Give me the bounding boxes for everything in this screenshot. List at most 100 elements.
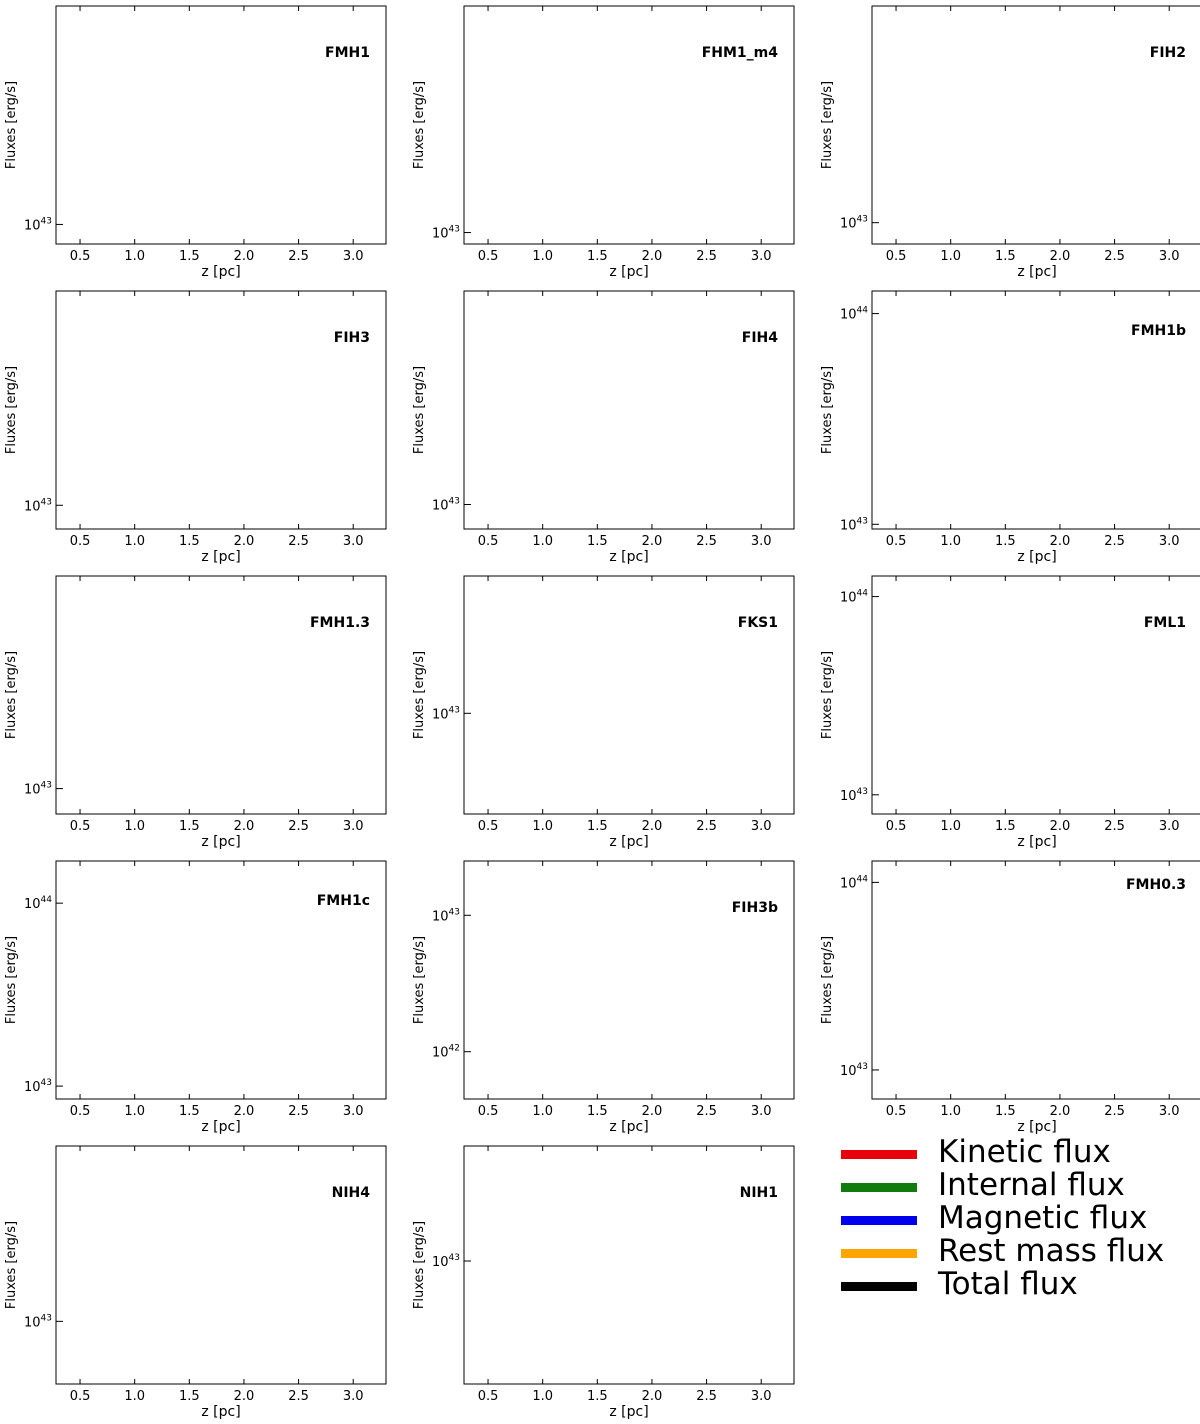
x-tick-label: 1.0 (124, 819, 145, 834)
legend-swatch-magnetic (841, 1216, 917, 1225)
panel-fhm1-m4: 0.5 1.0 1.5 2.0 2.5 3.0 1043 z [pc] Fluxes [erg/… (408, 0, 808, 284)
panel-fml1: 0.5 1.0 1.5 2.0 2.5 3.0 1043 1044 z [pc] Fluxes [… (816, 570, 1200, 854)
panel-fmh1-3: 0.5 1.0 1.5 2.0 2.5 3.0 1043 z [pc] Fluxes [erg/… (0, 570, 400, 854)
panel-fih3b: 0.5 1.0 1.5 2.0 2.5 3.0 1042 1043 z [pc] Fluxes [… (408, 855, 808, 1139)
legend-item-rest-mass: Rest mass flux (835, 1233, 1195, 1269)
x-tick-label: 1.5 (179, 1389, 200, 1404)
y-axis-label: Fluxes [erg/s] (820, 366, 835, 454)
x-tick-label: 0.5 (478, 534, 499, 549)
x-tick-label: 3.0 (751, 534, 772, 549)
x-tick-label: 3.0 (751, 819, 772, 834)
x-tick-label: 2.5 (1104, 249, 1125, 264)
chart-fih2: 0.5 1.0 1.5 2.0 2.5 3.0 1043 z [pc] Fluxes [erg/… (820, 5, 1200, 280)
panel-nih1: 0.5 1.0 1.5 2.0 2.5 3.0 1043 z [pc] Fluxes [erg/… (408, 1140, 808, 1424)
panel-title: FMH1.3 (310, 615, 370, 631)
panel-title: FML1 (1144, 615, 1186, 631)
x-tick-label: 1.5 (995, 249, 1016, 264)
y-axis-label: Fluxes [erg/s] (412, 651, 427, 739)
axes-frame (871, 290, 1200, 530)
panel-title: FIH2 (1150, 45, 1186, 61)
chart-nih1: 0.5 1.0 1.5 2.0 2.5 3.0 1043 z [pc] Fluxes [erg/… (412, 1145, 795, 1420)
x-axis-label: z [pc] (1017, 264, 1056, 280)
y-axis-label: Fluxes [erg/s] (4, 936, 19, 1024)
x-tick-label: 2.5 (1104, 534, 1125, 549)
legend-item-magnetic: Magnetic flux (835, 1200, 1195, 1236)
x-tick-label: 1.5 (995, 1104, 1016, 1119)
legend-swatch-internal (841, 1183, 917, 1192)
x-tick-label: 2.0 (642, 1104, 663, 1119)
x-axis-label: z [pc] (201, 1119, 240, 1135)
y-axis-label: Fluxes [erg/s] (412, 936, 427, 1024)
x-tick-label: 1.5 (179, 1104, 200, 1119)
y-axis-label: Fluxes [erg/s] (4, 81, 19, 169)
y-axis-label: Fluxes [erg/s] (4, 1221, 19, 1309)
x-tick-label: 0.5 (886, 534, 907, 549)
panel-title: FKS1 (738, 615, 778, 631)
panel-title: FHM1_m4 (702, 45, 779, 61)
chart-nih4: 0.5 1.0 1.5 2.0 2.5 3.0 1043 z [pc] Fluxes [erg/… (4, 1145, 387, 1420)
x-tick-label: 2.0 (1050, 819, 1071, 834)
x-axis-label: z [pc] (1017, 834, 1056, 850)
y-axis-label: Fluxes [erg/s] (412, 1221, 427, 1309)
panel-fmh1: 0.5 1.0 1.5 2.0 2.5 3.0 1043 z [pc] Fluxes [erg/… (0, 0, 400, 284)
x-tick-label: 1.5 (587, 249, 608, 264)
y-tick-label: 1043 (24, 781, 52, 798)
x-tick-label: 3.0 (751, 1389, 772, 1404)
x-tick-label: 2.5 (696, 1104, 717, 1119)
axes-frame (463, 1145, 795, 1385)
x-tick-label: 3.0 (343, 1104, 364, 1119)
x-axis-label: z [pc] (1017, 1119, 1056, 1135)
x-tick-label: 2.0 (1050, 534, 1071, 549)
panel-title: FMH1b (1131, 323, 1186, 339)
x-axis-label: z [pc] (201, 1404, 240, 1420)
y-axis-label: Fluxes [erg/s] (4, 366, 19, 454)
chart-fih4: 0.5 1.0 1.5 2.0 2.5 3.0 1043 z [pc] Fluxes [erg/… (412, 290, 795, 565)
x-tick-label: 2.0 (642, 249, 663, 264)
x-tick-label: 2.0 (234, 534, 255, 549)
panel-fmh1b: 0.5 1.0 1.5 2.0 2.5 3.0 1043 1044 z [pc] Fluxes [… (816, 285, 1200, 569)
panel-title: NIH1 (740, 1185, 778, 1201)
x-tick-label: 1.5 (587, 534, 608, 549)
axes-frame (55, 860, 387, 1100)
x-tick-label: 1.0 (124, 534, 145, 549)
x-tick-label: 2.5 (288, 534, 309, 549)
panel-fih4: 0.5 1.0 1.5 2.0 2.5 3.0 1043 z [pc] Fluxes [erg/… (408, 285, 808, 569)
x-tick-label: 2.5 (1104, 1104, 1125, 1119)
x-tick-label: 2.0 (234, 249, 255, 264)
x-tick-label: 0.5 (70, 249, 91, 264)
chart-fml1: 0.5 1.0 1.5 2.0 2.5 3.0 1043 1044 z [pc] Fluxes [… (820, 575, 1200, 850)
x-tick-label: 1.0 (940, 249, 961, 264)
x-tick-label: 3.0 (1159, 819, 1180, 834)
x-tick-label: 2.5 (696, 534, 717, 549)
legend-label-magnetic: Magnetic flux (938, 1200, 1148, 1236)
axes-frame (55, 575, 387, 815)
x-tick-label: 2.0 (642, 819, 663, 834)
x-tick-label: 1.5 (179, 534, 200, 549)
x-tick-label: 1.5 (179, 819, 200, 834)
x-tick-label: 1.5 (587, 1389, 608, 1404)
panel-nih4: 0.5 1.0 1.5 2.0 2.5 3.0 1043 z [pc] Fluxes [erg/… (0, 1140, 400, 1424)
x-tick-label: 1.0 (124, 1389, 145, 1404)
x-tick-label: 3.0 (343, 1389, 364, 1404)
chart-fih3b: 0.5 1.0 1.5 2.0 2.5 3.0 1042 1043 z [pc] Fluxes [… (412, 860, 795, 1135)
axes-frame (55, 1145, 387, 1385)
panel-fih2: 0.5 1.0 1.5 2.0 2.5 3.0 1043 z [pc] Fluxes [erg/… (816, 0, 1200, 284)
x-tick-label: 2.0 (642, 1389, 663, 1404)
panel-title: FIH4 (742, 330, 778, 346)
x-tick-label: 2.5 (696, 249, 717, 264)
x-tick-label: 2.5 (288, 1389, 309, 1404)
panel-title: FMH0.3 (1126, 877, 1186, 893)
x-tick-label: 1.0 (124, 249, 145, 264)
x-tick-label: 0.5 (70, 1389, 91, 1404)
y-tick-label: 1042 (432, 1044, 460, 1061)
x-tick-label: 1.5 (179, 249, 200, 264)
x-axis-label: z [pc] (201, 549, 240, 565)
axes-frame (463, 860, 795, 1100)
y-tick-label: 1044 (840, 874, 868, 891)
panel-fmh0-3: 0.5 1.0 1.5 2.0 2.5 3.0 1043 1044 z [pc] Fluxes [… (816, 855, 1200, 1139)
y-tick-label: 1043 (432, 497, 460, 514)
x-tick-label: 3.0 (343, 249, 364, 264)
legend-swatch-rest-mass (841, 1249, 917, 1258)
panel-title: NIH4 (332, 1185, 371, 1201)
x-tick-label: 0.5 (886, 249, 907, 264)
